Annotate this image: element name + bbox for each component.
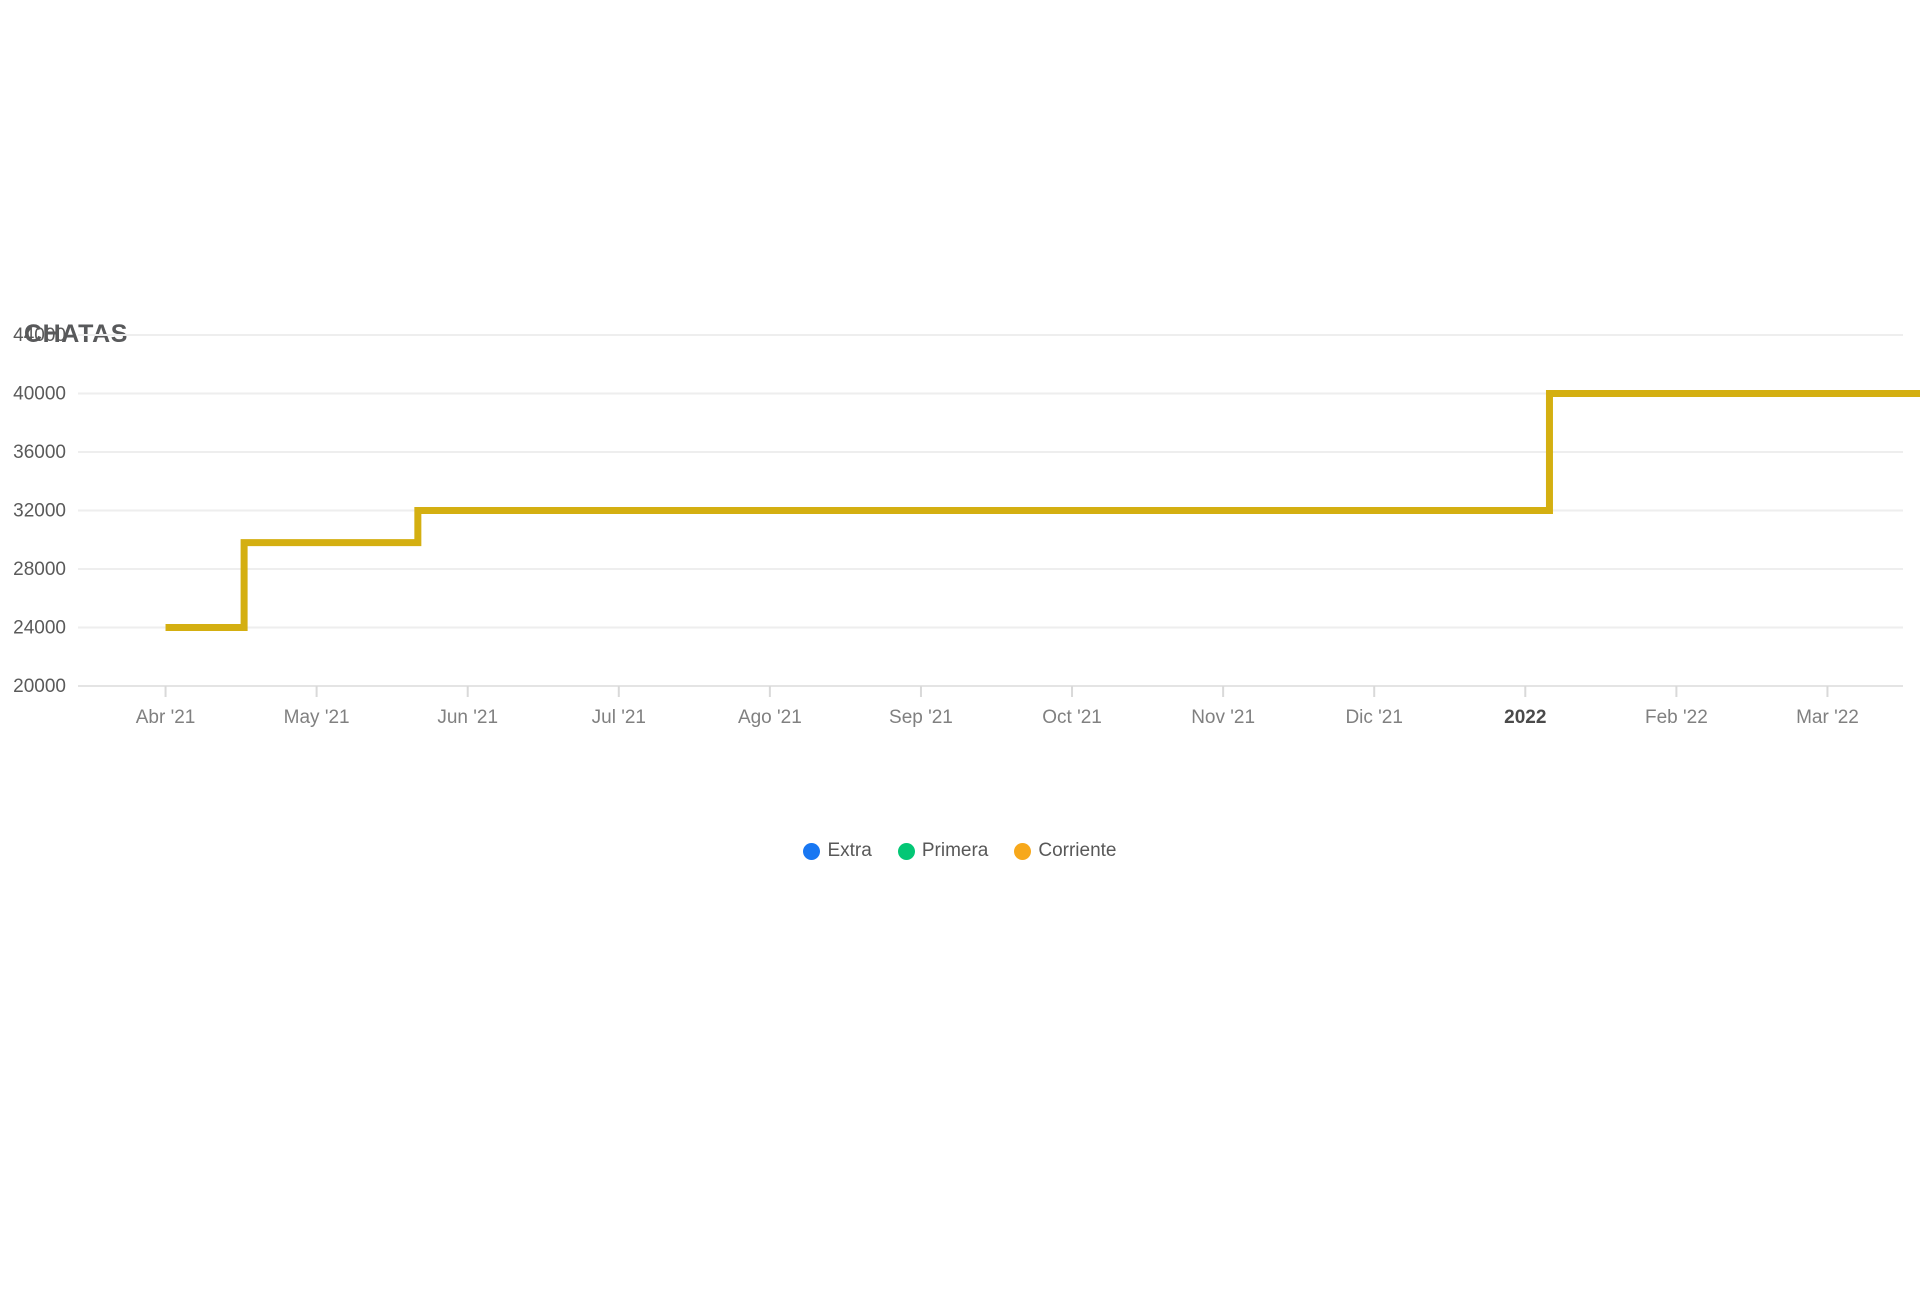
- chart-plot-area: 20000 24000 28000 32000 36000 40000 44000 Abr '…: [0, 300, 1920, 940]
- x-axis-tick-label: Feb '22: [1645, 707, 1708, 728]
- x-axis-tick-label: Jul '21: [592, 707, 646, 728]
- x-axis-tick-label: Ago '21: [738, 707, 802, 728]
- y-axis-tick-label: 28000: [13, 559, 66, 580]
- y-axis-tick-label: 44000: [13, 325, 66, 346]
- legend-item-primera[interactable]: Primera: [897, 840, 989, 862]
- x-axis-tick-label: Sep '21: [889, 707, 953, 728]
- x-axis-tick-label: Oct '21: [1042, 707, 1102, 728]
- legend-dot-icon: [897, 842, 915, 860]
- legend-item-label: Primera: [921, 840, 989, 861]
- y-axis-tick-label: 32000: [13, 501, 66, 522]
- legend-item-label: Corriente: [1038, 840, 1117, 861]
- y-axis-tick-label: 36000: [13, 442, 66, 463]
- x-axis-tick-label: Abr '21: [136, 707, 196, 728]
- legend-item-extra[interactable]: Extra: [803, 840, 872, 862]
- legend-item-corriente[interactable]: Corriente: [1014, 840, 1117, 862]
- chart-card: CHATAS 20000 24000 28000 32000 36000 40000 440…: [0, 300, 1920, 940]
- x-axis-tick-label: 2022: [1504, 707, 1546, 728]
- legend-dot-icon: [803, 842, 821, 860]
- x-axis-tick-label: Mar '22: [1796, 707, 1859, 728]
- x-axis-tick-label: May '21: [284, 707, 350, 728]
- y-axis-tick-label: 40000: [13, 384, 66, 405]
- x-axis-tick-label: Nov '21: [1191, 707, 1255, 728]
- x-axis-tick-label: Dic '21: [1345, 707, 1402, 728]
- x-axis-tick-label: Jun '21: [437, 707, 498, 728]
- chart-svg: 20000 24000 28000 32000 36000 40000 44000 Abr '…: [13, 325, 1920, 728]
- chart-legend: Extra Primera Corriente: [0, 840, 1920, 862]
- legend-item-label: Extra: [827, 840, 872, 861]
- y-axis-tick-label: 24000: [13, 618, 66, 639]
- series-line-corriente[interactable]: [165, 390, 1920, 631]
- legend-dot-icon: [1014, 842, 1032, 860]
- y-axis-tick-label: 20000: [13, 676, 66, 697]
